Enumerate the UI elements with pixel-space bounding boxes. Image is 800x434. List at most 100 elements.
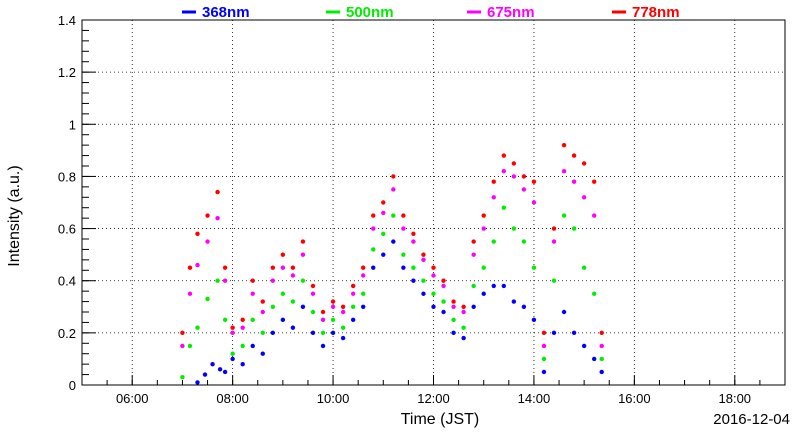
x-tick-label: 06:00 <box>116 391 149 406</box>
y-tick-label: 1.4 <box>58 13 76 28</box>
data-point <box>187 343 193 349</box>
data-point <box>561 142 567 148</box>
series-675nm <box>180 169 604 349</box>
data-point <box>215 215 220 221</box>
data-point <box>599 330 604 336</box>
data-point <box>471 304 476 309</box>
data-point <box>260 330 265 336</box>
y-tick-label: 0.8 <box>58 169 76 184</box>
data-point <box>451 304 456 309</box>
data-point <box>195 380 200 385</box>
data-point <box>481 226 486 231</box>
data-point <box>401 226 406 231</box>
data-point <box>320 330 326 336</box>
data-point <box>541 330 547 336</box>
data-point <box>599 369 604 375</box>
legend-label: 778nm <box>632 4 680 21</box>
data-point <box>280 317 286 323</box>
data-point <box>501 283 506 289</box>
data-point <box>260 351 265 356</box>
data-point <box>310 330 316 336</box>
data-point <box>591 291 597 296</box>
data-point <box>541 369 547 375</box>
data-point <box>340 309 346 315</box>
data-point <box>541 356 547 362</box>
data-point <box>481 291 486 296</box>
data-point <box>270 330 276 336</box>
data-point <box>461 304 466 309</box>
data-point <box>240 343 245 349</box>
data-point <box>260 309 265 315</box>
data-point <box>270 304 276 309</box>
data-point <box>230 356 235 362</box>
data-point <box>381 252 386 257</box>
data-point <box>441 309 446 315</box>
data-point <box>300 252 306 257</box>
grid <box>82 20 785 385</box>
data-point <box>270 265 276 270</box>
data-point <box>361 265 366 270</box>
data-point <box>330 330 336 336</box>
data-point <box>421 252 426 257</box>
data-point <box>205 296 210 302</box>
data-point <box>521 187 527 192</box>
data-point <box>361 304 366 309</box>
data-point <box>581 161 587 166</box>
data-point <box>290 325 296 330</box>
data-point <box>210 361 215 367</box>
data-point <box>571 153 577 158</box>
data-point <box>571 226 577 231</box>
data-point <box>250 317 255 323</box>
data-point <box>521 304 527 309</box>
data-point <box>551 239 557 244</box>
data-point <box>471 252 476 257</box>
series-778nm <box>180 142 604 336</box>
data-point <box>421 291 426 296</box>
data-point <box>350 291 356 296</box>
data-point <box>599 343 604 349</box>
data-point <box>330 304 336 309</box>
data-point <box>461 309 466 315</box>
data-point <box>591 356 597 362</box>
data-point <box>340 304 346 309</box>
data-point <box>561 213 567 218</box>
data-point <box>401 265 406 270</box>
data-point <box>491 283 496 289</box>
data-point <box>250 278 255 283</box>
data-point <box>451 299 456 304</box>
data-point <box>217 367 223 372</box>
x-tick-label: 10:00 <box>317 391 350 406</box>
data-point <box>180 330 185 336</box>
data-point <box>300 239 306 244</box>
data-point <box>215 278 220 283</box>
data-point <box>290 273 296 278</box>
series-500nm <box>180 205 604 380</box>
data-point <box>591 213 597 218</box>
data-point <box>270 278 276 283</box>
data-point <box>501 205 506 210</box>
data-point <box>411 231 416 236</box>
data-point <box>230 325 235 330</box>
data-point <box>350 283 356 289</box>
data-point <box>511 174 517 179</box>
data-point <box>371 213 376 218</box>
tick-labels: 06:00 08:00 10:00 12:00 14:00 16:00 18:00 0 0.2 0… <box>58 13 751 406</box>
data-point <box>205 213 210 218</box>
data-points <box>180 142 604 385</box>
data-point <box>230 330 235 336</box>
data-point <box>180 343 185 349</box>
data-point <box>310 309 316 315</box>
data-point <box>571 330 577 336</box>
data-point <box>381 231 386 236</box>
data-point <box>280 252 286 257</box>
data-point <box>401 213 406 218</box>
date-label: 2016-12-04 <box>713 411 790 428</box>
series-368nm <box>195 239 604 385</box>
data-point <box>461 325 466 330</box>
data-point <box>250 291 255 296</box>
data-point <box>481 265 486 270</box>
y-tick-label: 0.4 <box>58 274 76 289</box>
data-point <box>310 291 316 296</box>
